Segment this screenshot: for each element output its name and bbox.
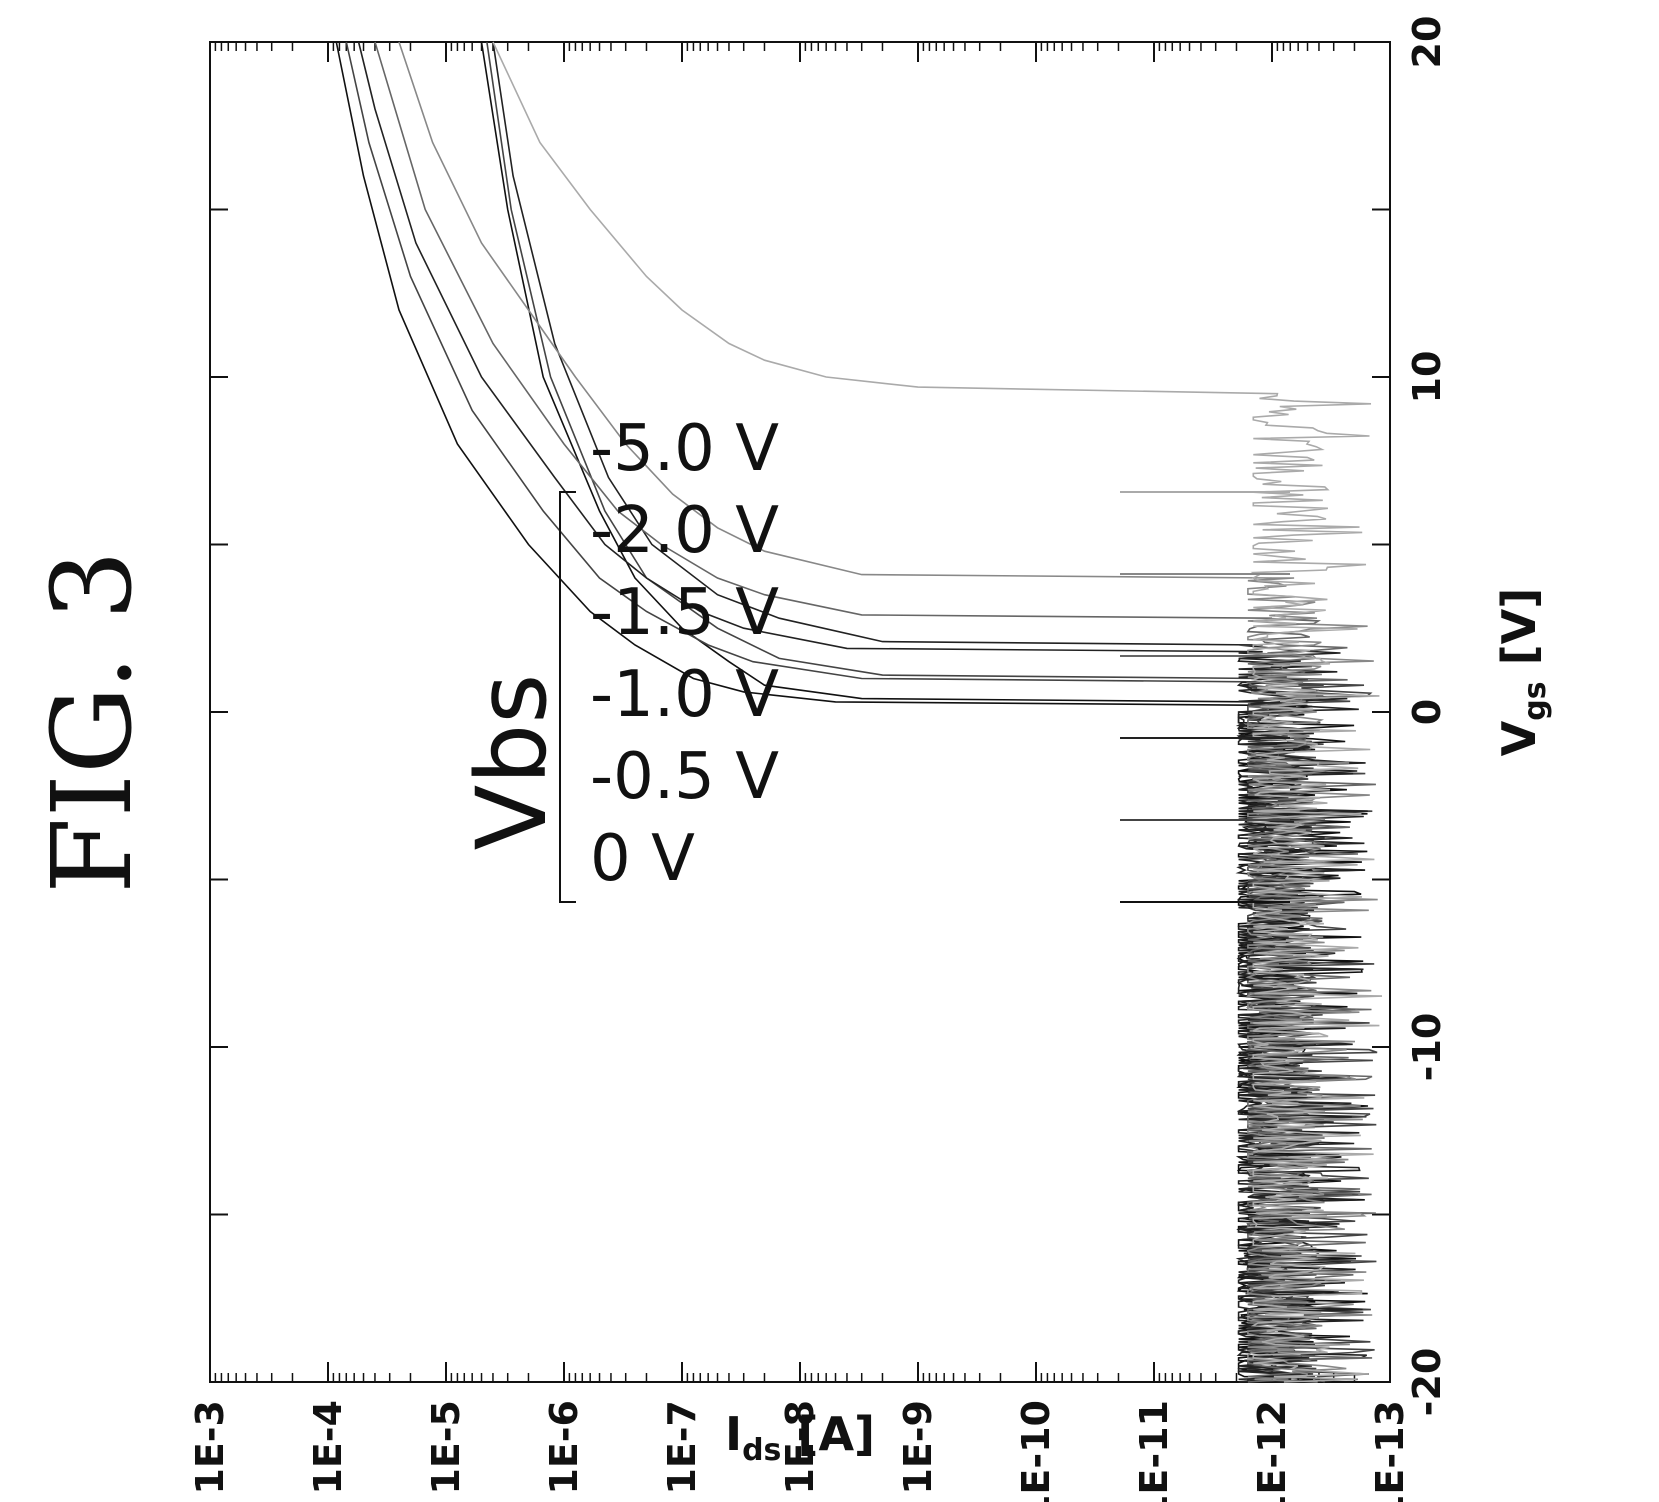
legend: Vbs 0 V -0.5 V -1.0 V -1.5 V -2.0 V -5.0 V [456,412,1290,903]
x-tick-label: 10 [1405,351,1449,404]
legend-bracket [559,491,576,903]
plot-frame [209,41,1391,1383]
y-tick-label: 1E-12 [1250,1400,1294,1502]
y-tick-label: 1E-6 [542,1400,586,1495]
y-tick-label: 1E-11 [1132,1400,1176,1502]
legend-items: 0 V -0.5 V -1.0 V -1.5 V -2.0 V -5.0 V [590,412,1290,903]
curves [335,41,1383,1383]
x-tick-label: 20 [1405,16,1449,69]
figure-title: FIG. 3 [28,550,156,894]
x-tick-label: 0 [1405,699,1449,725]
y-tick-label: 1E-4 [306,1400,350,1495]
x-axis-title: Vgs [V] [1492,588,1553,757]
y-tick-label: 1E-10 [1014,1400,1058,1502]
y-axis-ticks: 1E-3 1E-4 1E-5 1E-6 1E-7 1E-8 1E-9 1E-10 1E-11 1E… [188,42,1412,1502]
x-axis-title-main: V [1492,720,1546,756]
x-tick-label: -10 [1405,1013,1449,1082]
curve-series-5 [492,41,1383,1383]
y-tick-label: 1E-3 [188,1400,232,1495]
legend-label: 0 V [590,822,695,896]
legend-label: -0.5 V [590,740,779,814]
y-tick-label: 1E-8 [778,1400,822,1495]
x-axis-title-sub: gs [1518,681,1553,720]
y-axis-title: Ids [A] [725,1407,875,1468]
y-axis-title-unit: [A] [781,1407,875,1461]
y-tick-label: 1E-9 [896,1400,940,1495]
legend-label: -2.0 V [590,494,779,568]
minor-ticks [214,42,1356,1382]
x-axis-title-unit: [V] [1492,588,1546,682]
x-axis-ticks: -20 -10 0 10 20 [210,16,1449,1417]
y-tick-label: 1E-7 [660,1400,704,1495]
curve-series-2 [357,41,1368,1383]
y-axis-title-main: I [725,1407,742,1461]
legend-heading: Vbs [456,674,568,851]
y-tick-label: 1E-5 [424,1400,468,1495]
legend-label: -1.0 V [590,658,779,732]
legend-label: -5.0 V [590,412,779,486]
y-tick-label: 1E-13 [1368,1400,1412,1502]
y-axis-title-sub: ds [742,1433,781,1468]
x-tick-label: -20 [1405,1348,1449,1417]
legend-label: -1.5 V [590,576,779,650]
